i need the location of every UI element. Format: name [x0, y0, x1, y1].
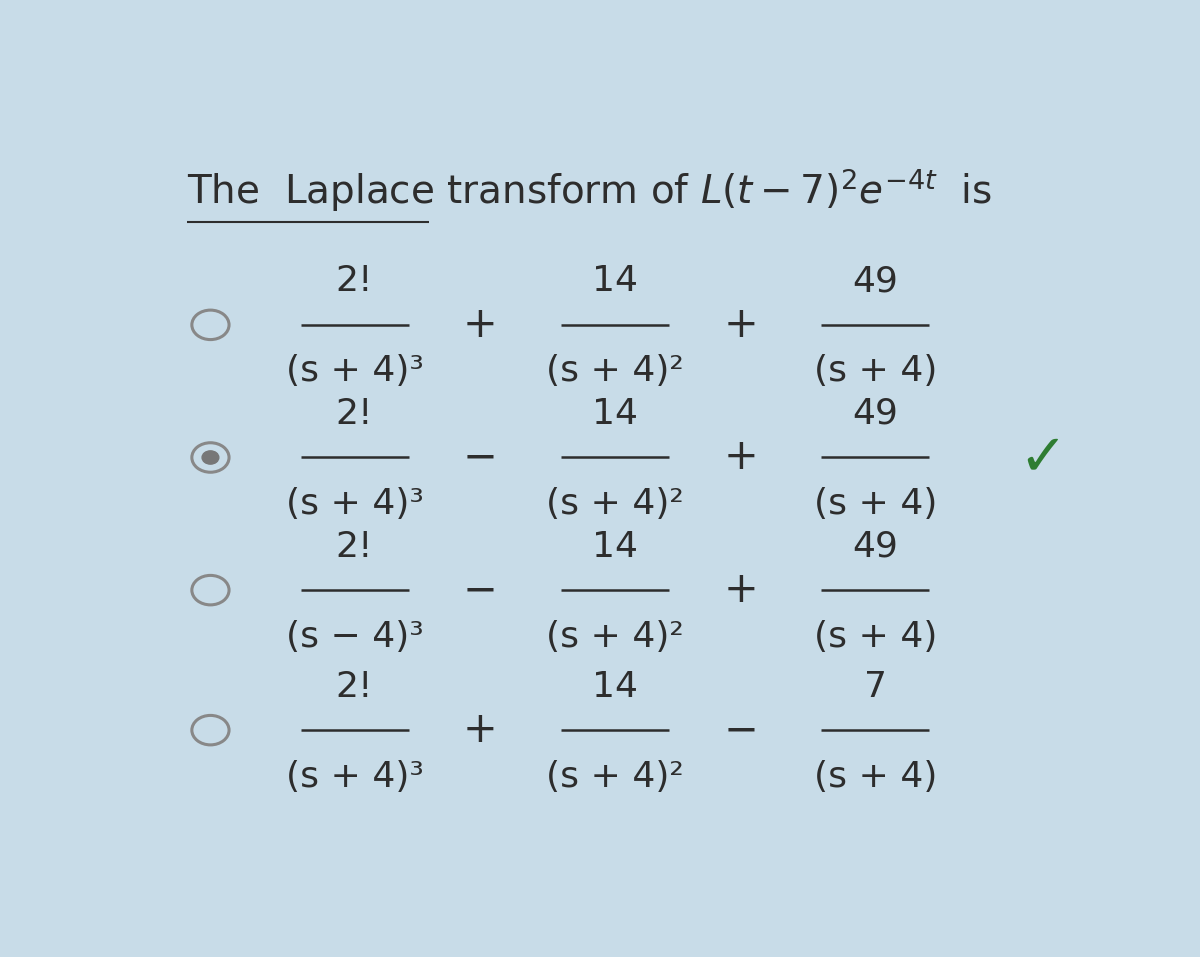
- Text: 49: 49: [852, 397, 899, 431]
- Text: (s + 4): (s + 4): [814, 487, 937, 521]
- Text: 2!: 2!: [336, 529, 373, 564]
- Text: 49: 49: [852, 529, 899, 564]
- Text: (s + 4)³: (s + 4)³: [286, 760, 424, 793]
- Text: +: +: [724, 569, 758, 612]
- Text: 14: 14: [592, 264, 638, 299]
- Text: 14: 14: [592, 670, 638, 703]
- Text: (s + 4): (s + 4): [814, 760, 937, 793]
- Text: −: −: [463, 436, 498, 478]
- Text: +: +: [463, 709, 498, 751]
- Text: (s + 4)³: (s + 4)³: [286, 487, 424, 521]
- Text: 2!: 2!: [336, 670, 373, 703]
- Text: (s + 4): (s + 4): [814, 619, 937, 654]
- Text: 7: 7: [864, 670, 887, 703]
- Text: (s + 4)²: (s + 4)²: [546, 487, 684, 521]
- Text: +: +: [463, 304, 498, 345]
- Text: 2!: 2!: [336, 264, 373, 299]
- Text: (s + 4)³: (s + 4)³: [286, 354, 424, 389]
- Text: 2!: 2!: [336, 397, 373, 431]
- Text: ✓: ✓: [1019, 429, 1067, 486]
- Text: (s + 4): (s + 4): [814, 354, 937, 389]
- Text: The  Laplace transform of $\mathit{L}(t - 7)^2e^{-4t}$  is: The Laplace transform of $\mathit{L}(t -…: [187, 167, 992, 214]
- Text: (s − 4)³: (s − 4)³: [286, 619, 424, 654]
- Text: (s + 4)²: (s + 4)²: [546, 354, 684, 389]
- Text: (s + 4)²: (s + 4)²: [546, 619, 684, 654]
- Text: −: −: [724, 709, 758, 751]
- Text: 14: 14: [592, 529, 638, 564]
- Text: (s + 4)²: (s + 4)²: [546, 760, 684, 793]
- Circle shape: [202, 451, 218, 464]
- Text: 14: 14: [592, 397, 638, 431]
- Text: 49: 49: [852, 264, 899, 299]
- Text: +: +: [724, 304, 758, 345]
- Text: −: −: [463, 569, 498, 612]
- Text: +: +: [724, 436, 758, 478]
